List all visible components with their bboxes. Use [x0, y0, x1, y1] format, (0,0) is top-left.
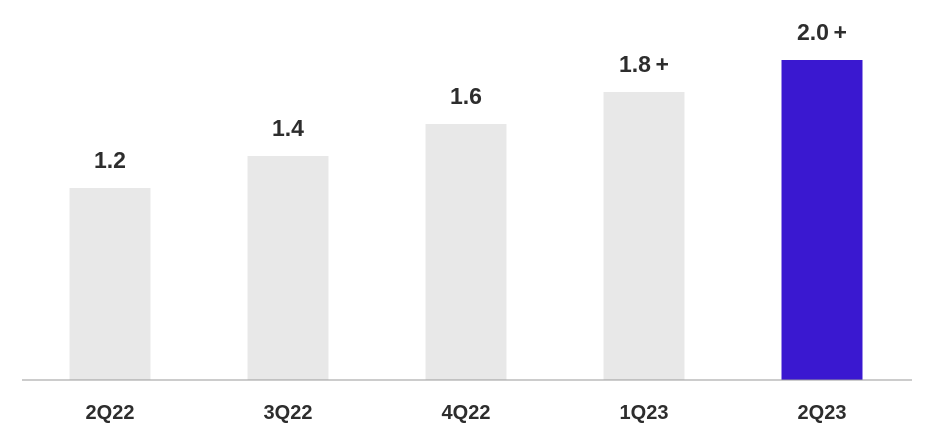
x-axis-ticks: 2Q22 3Q22 4Q22 1Q23 2Q23	[86, 402, 847, 424]
x-tick-label-1q23: 1Q23	[620, 402, 669, 424]
data-label-3q22: 1.4	[272, 115, 304, 141]
bar-1q23	[603, 92, 685, 380]
bar-3q22	[247, 156, 329, 380]
data-label-1q23: 1.8 +	[619, 51, 669, 77]
x-tick-label-2q22: 2Q22	[86, 402, 135, 424]
x-tick-label-4q22: 4Q22	[442, 402, 491, 424]
x-tick-label-2q23: 2Q23	[798, 402, 847, 424]
x-tick-label-3q22: 3Q22	[264, 402, 313, 424]
labels-layer: 1.2 1.4 1.6 1.8 + 2.0 +	[94, 19, 847, 173]
data-label-4q22: 1.6	[450, 83, 482, 109]
data-label-2q22: 1.2	[94, 147, 126, 173]
bar-2q23	[781, 60, 863, 380]
bar-2q22	[69, 188, 151, 380]
data-label-2q23: 2.0 +	[797, 19, 847, 45]
bars-layer	[69, 60, 863, 380]
bar-4q22	[425, 124, 507, 380]
